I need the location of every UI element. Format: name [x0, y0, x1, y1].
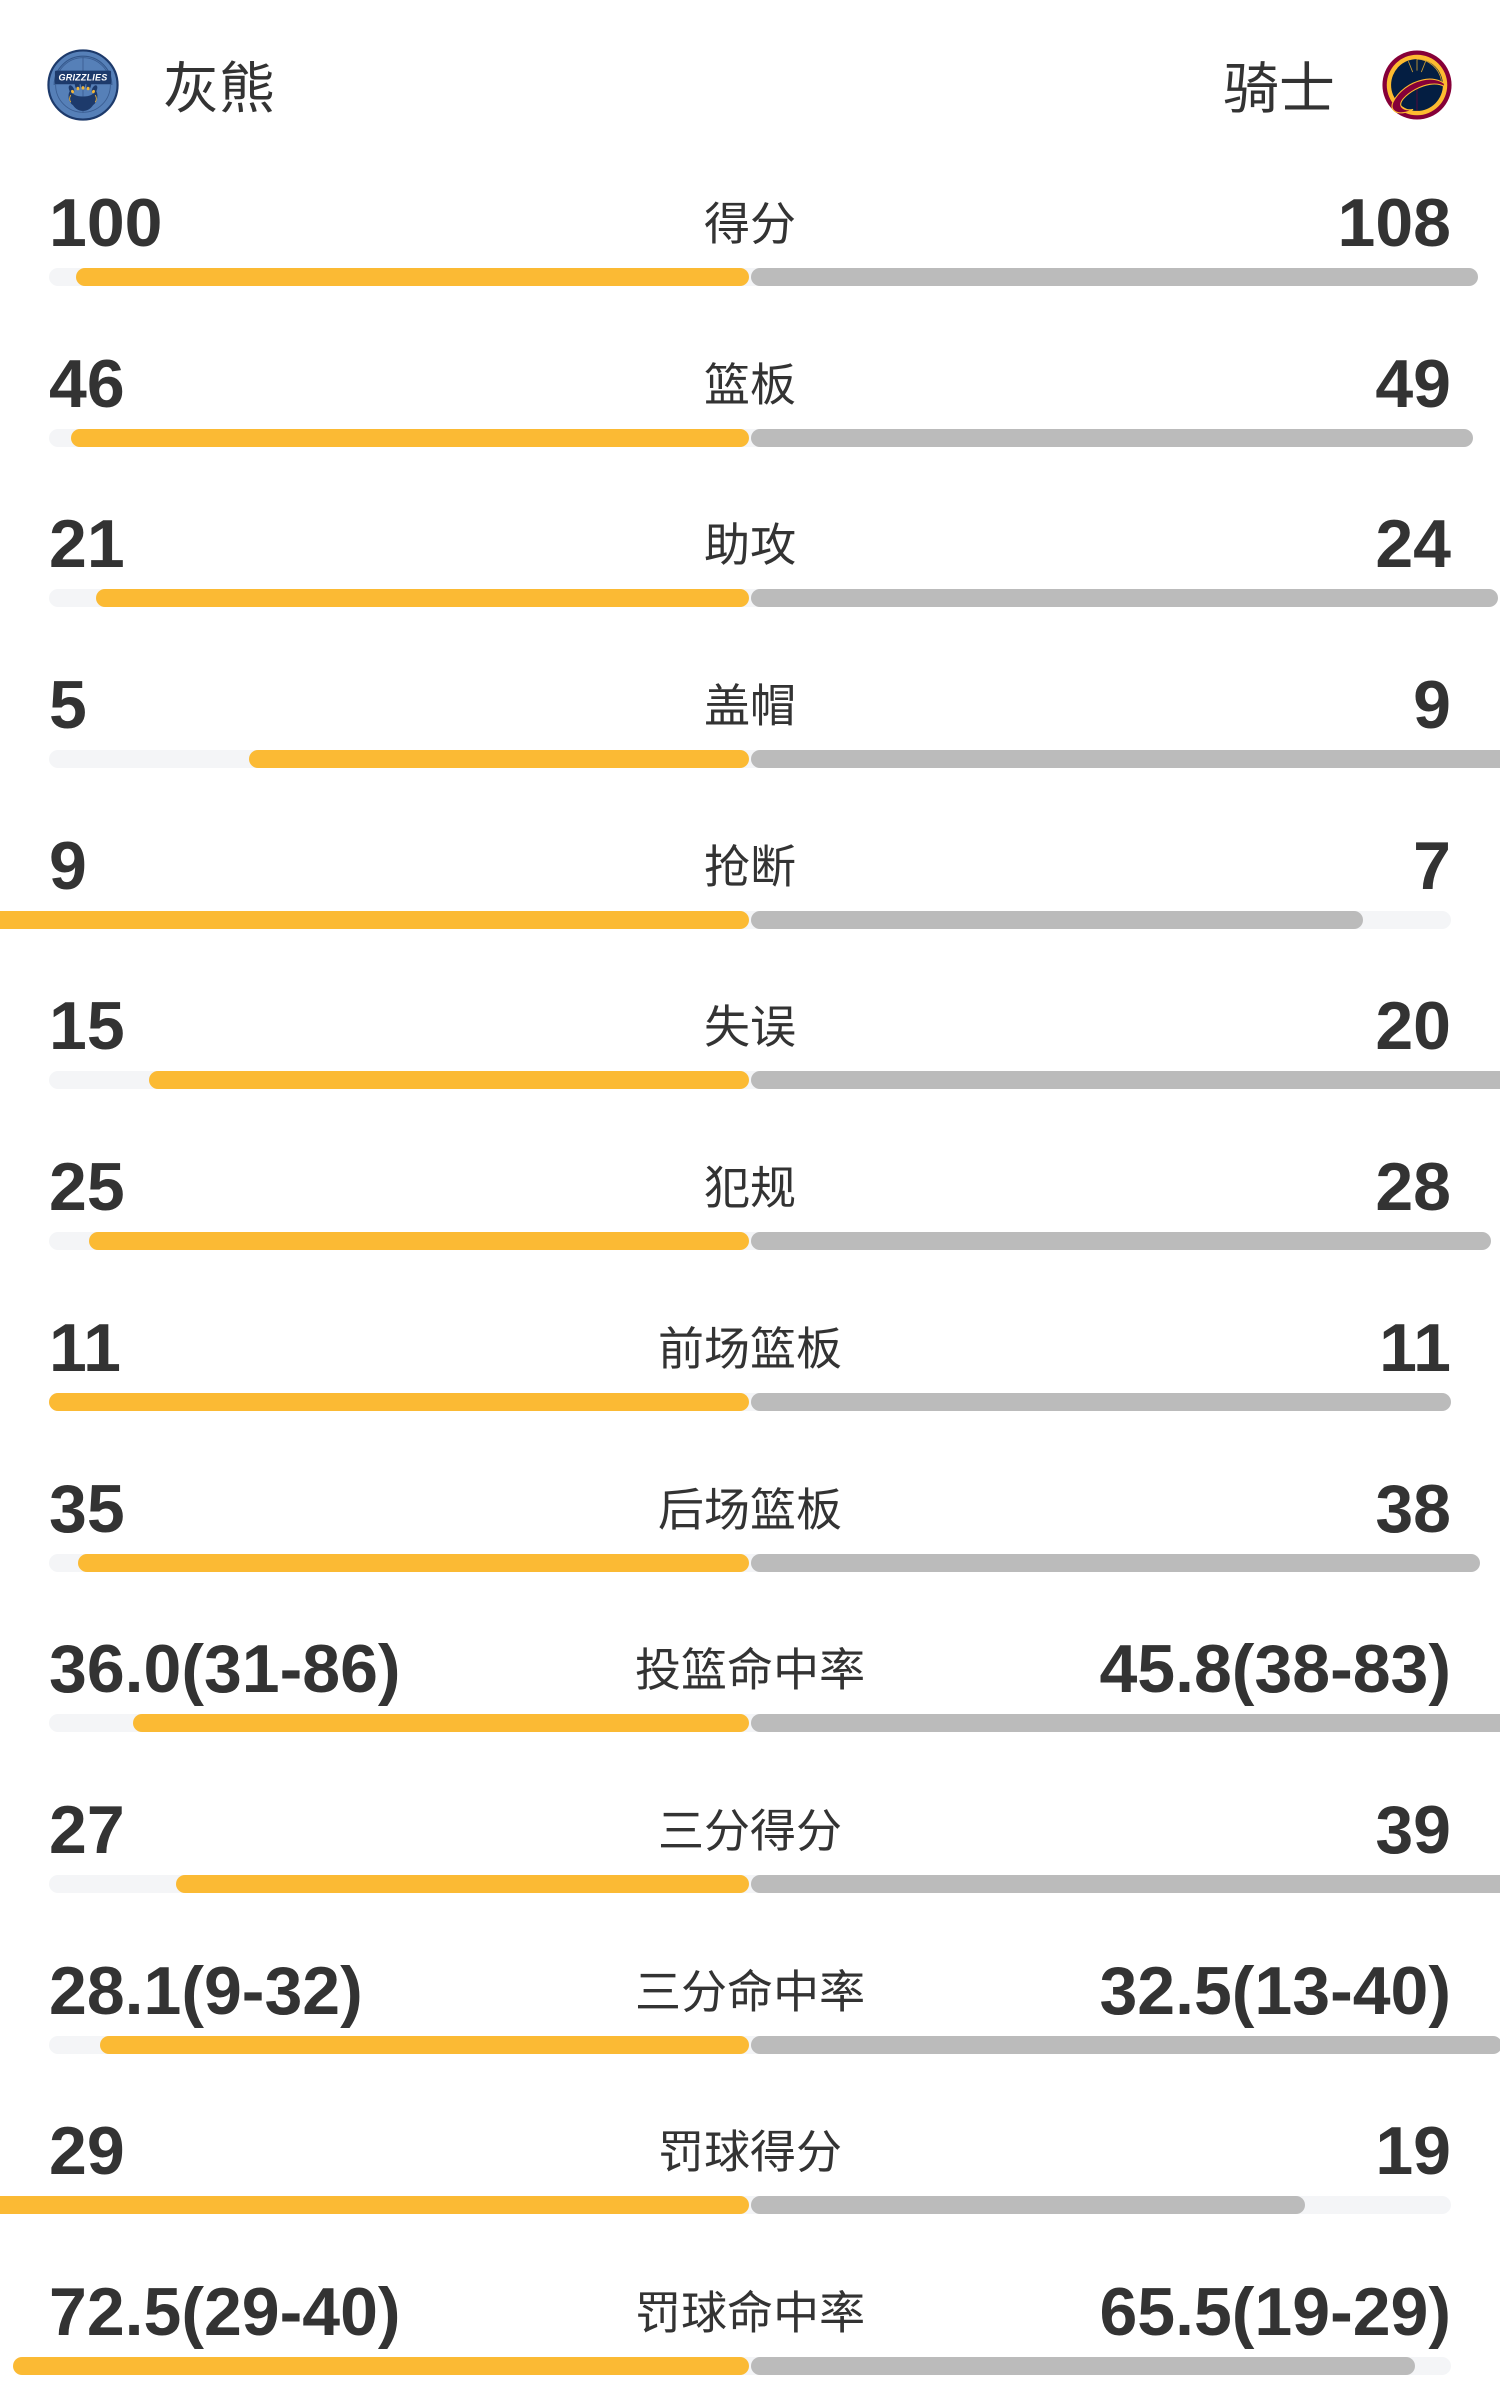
svg-text:GRIZZLIES: GRIZZLIES [59, 72, 108, 82]
